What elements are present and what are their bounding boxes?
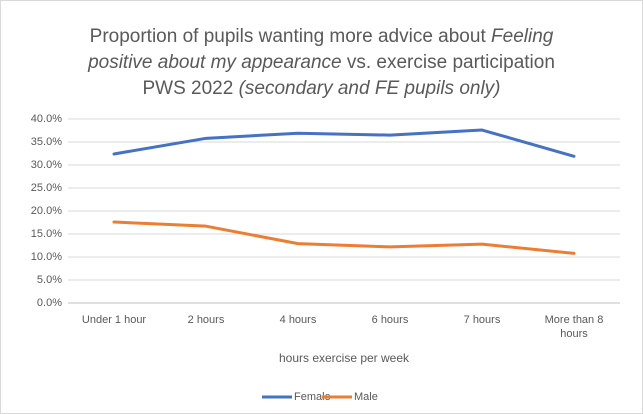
x-tick-label: Under 1 hour <box>81 314 147 326</box>
title-line: PWS 2022 (secondary and FE pupils only) <box>40 76 603 102</box>
y-tick-label: 20.0% <box>31 205 62 217</box>
legend-label: Female <box>294 391 331 403</box>
y-tick-label: 0.0% <box>37 297 62 309</box>
title-segment: PWS 2022 <box>142 78 234 99</box>
x-axis-label: hours exercise per week <box>279 351 410 365</box>
series-line <box>112 128 576 158</box>
series-line <box>112 220 576 255</box>
x-tick-label: 2 hours <box>187 314 225 326</box>
title-line: positive about my appearance vs. exercis… <box>40 50 603 76</box>
x-tick-label: 7 hours <box>463 314 501 326</box>
title-segment: vs. exercise participation <box>346 52 555 73</box>
y-tick-label: 5.0% <box>37 274 62 286</box>
y-tick-label: 25.0% <box>31 182 62 194</box>
y-tick-label: 10.0% <box>31 251 62 263</box>
title-segment: positive about my appearance <box>88 52 342 73</box>
y-tick-label: 15.0% <box>31 228 62 240</box>
title-line: Proportion of pupils wanting more advice… <box>40 24 603 50</box>
x-tick-label: 4 hours <box>279 314 317 326</box>
x-tick-label: 6 hours <box>371 314 409 326</box>
legend-label: Male <box>354 391 378 403</box>
y-tick-label: 30.0% <box>31 159 62 171</box>
x-tick-label: More than 8 hours <box>544 314 604 340</box>
title-segment: Proportion of pupils wanting more advice… <box>89 26 486 47</box>
y-tick-label: 35.0% <box>31 136 62 148</box>
title-segment: (secondary and FE pupils only) <box>238 78 501 99</box>
y-tick-label: 40.0% <box>31 113 62 125</box>
title-segment: Feeling <box>491 26 554 47</box>
chart-title: Proportion of pupils wanting more advice… <box>40 24 603 102</box>
